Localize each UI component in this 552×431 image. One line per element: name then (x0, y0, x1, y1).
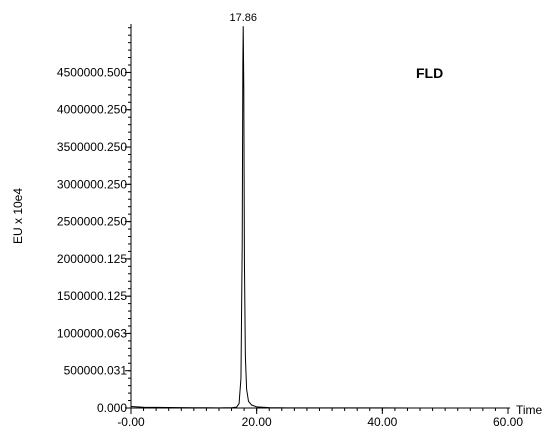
peak-labels: 17.86 (229, 12, 257, 24)
y-tick-label: 4000000.250 (57, 103, 127, 117)
x-ticks: -0.00 20.00 40.00 60.00 (117, 408, 523, 429)
detector-label: FLD (416, 65, 443, 81)
y-tick-label: 500000.031 (64, 364, 128, 378)
y-tick-label: 0.000 (97, 401, 127, 415)
y-axis-label: EU x 10e4 (11, 188, 25, 244)
y-tick-label: 2500000.250 (57, 215, 127, 229)
y-tick-label: 3000000.250 (57, 177, 127, 191)
y-tick-label: 2000000.125 (57, 252, 127, 266)
x-tick-label: 60.00 (493, 415, 523, 429)
chromatogram-trace (130, 26, 509, 409)
y-tick-label: 1500000.125 (57, 289, 127, 303)
y-ticks: 0.000 500000.031 1000000.063 1500000.125 200… (57, 27, 131, 415)
x-tick-label: 40.00 (367, 415, 397, 429)
y-tick-label: 3500000.250 (57, 140, 127, 154)
y-tick-label: 1000000.063 (57, 326, 127, 340)
x-tick-label: 20.00 (242, 415, 272, 429)
x-axis-label: Time (516, 403, 543, 417)
peak-label: 17.86 (229, 12, 257, 24)
y-tick-label: 4500000.500 (57, 65, 127, 79)
x-tick-label: -0.00 (117, 415, 145, 429)
